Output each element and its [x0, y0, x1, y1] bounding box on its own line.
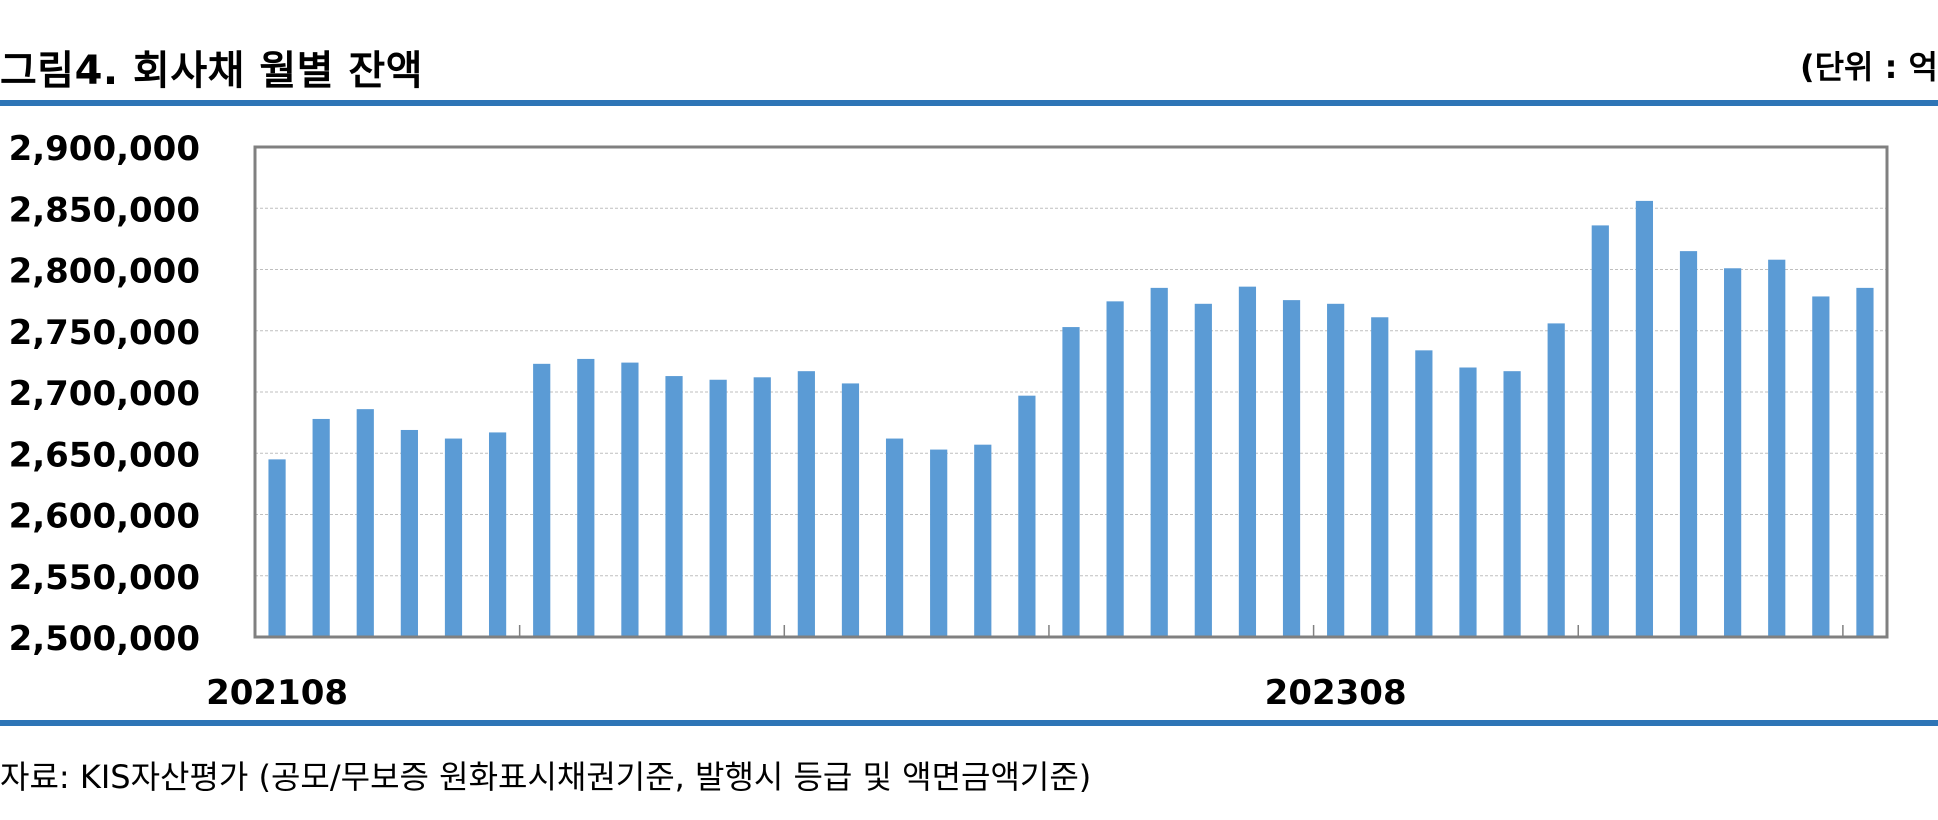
bar: 202407: 2778000 — [1812, 296, 1829, 637]
bar: 202209: 2707000 — [842, 383, 859, 637]
bar: 202212: 2657000 — [974, 445, 991, 637]
bar: 202303: 2774000 — [1107, 301, 1124, 637]
bar: 202109: 2678000 — [313, 419, 330, 637]
y-tick-label: 2,600,000 — [9, 497, 200, 537]
bar: 202307: 2775000 — [1283, 300, 1300, 637]
bar: 202405: 2801000 — [1724, 268, 1741, 637]
bar: 202308: 2772000 — [1327, 304, 1344, 637]
bottom-rule — [0, 720, 1938, 726]
bar: 202402: 2836000 — [1592, 225, 1609, 637]
bar: 202203: 2727000 — [577, 359, 594, 637]
bar: 202112: 2662000 — [445, 439, 462, 637]
bar: 202204: 2724000 — [621, 363, 638, 637]
bar: 202310: 2734000 — [1415, 350, 1432, 637]
bar: 202202: 2723000 — [533, 364, 550, 637]
bars: 202108: 2645000 202109: 2678000 202110: 26… — [268, 201, 1873, 637]
bar: 202304: 2785000 — [1151, 288, 1168, 637]
x-tick-label: 202108 — [206, 673, 348, 713]
y-tick-label: 2,900,000 — [9, 129, 200, 169]
x-axis-labels: 202108 202308 — [206, 673, 1407, 713]
bar: 202108: 2645000 — [268, 459, 285, 637]
bar: 202302: 2753000 — [1062, 327, 1079, 637]
bar: 202404: 2815000 — [1680, 251, 1697, 637]
bar: 202403: 2856000 — [1636, 201, 1653, 637]
bar: 202305: 2772000 — [1195, 304, 1212, 637]
y-axis-labels: 2,500,000 2,550,000 2,600,000 2,650,000 2,70… — [9, 129, 200, 659]
bar: 202201: 2667000 — [489, 432, 506, 637]
bar: 202312: 2717000 — [1503, 371, 1520, 637]
bar: 202207: 2712000 — [754, 377, 771, 637]
bar-chart: 202108: 2645000 202109: 2678000 202110: 26… — [0, 0, 1938, 720]
y-tick-label: 2,750,000 — [9, 313, 200, 353]
bar: 202306: 2786000 — [1239, 287, 1256, 637]
y-tick-label: 2,700,000 — [9, 374, 200, 414]
y-tick-label: 2,850,000 — [9, 190, 200, 230]
source-note: 자료: KIS자산평가 (공모/무보증 원화표시채권기준, 발행시 등급 및 액… — [0, 752, 1091, 798]
bar: 202406: 2808000 — [1768, 260, 1785, 637]
y-tick-label: 2,500,000 — [9, 619, 200, 659]
bar: 202408: 2785000 — [1856, 288, 1873, 637]
bar: 202111: 2669000 — [401, 430, 418, 637]
bar: 202206: 2710000 — [710, 380, 727, 637]
bar: 202401: 2756000 — [1548, 323, 1565, 637]
y-tick-label: 2,800,000 — [9, 252, 200, 292]
bar: 202208: 2717000 — [798, 371, 815, 637]
y-tick-label: 2,650,000 — [9, 435, 200, 475]
bar: 202309: 2761000 — [1371, 317, 1388, 637]
bar: 202311: 2720000 — [1459, 368, 1476, 638]
bar: 202210: 2662000 — [886, 439, 903, 637]
bar: 202211: 2653000 — [930, 450, 947, 637]
bar: 202301: 2697000 — [1018, 396, 1035, 637]
bar: 202205: 2713000 — [665, 376, 682, 637]
y-tick-label: 2,550,000 — [9, 558, 200, 598]
x-tick-label: 202308 — [1265, 673, 1407, 713]
bar: 202110: 2686000 — [357, 409, 374, 637]
